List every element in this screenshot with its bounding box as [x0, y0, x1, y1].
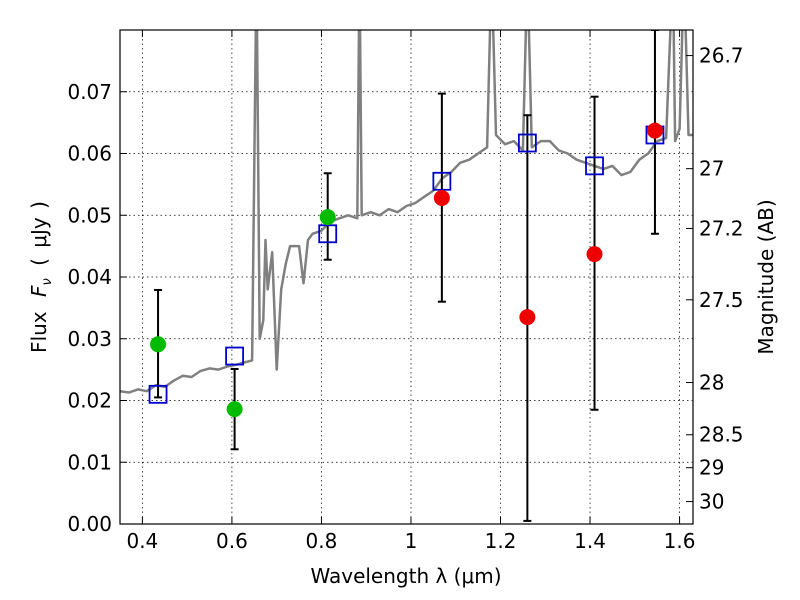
plot-marks: [120, 30, 693, 522]
x-tick-label: 1.6: [664, 529, 696, 553]
observed-infrared-point: [586, 246, 603, 263]
x-axis-label: Wavelength λ (μm): [310, 564, 501, 588]
y-axis-symbol: F: [27, 285, 51, 297]
y-tick-label: 0.05: [67, 203, 112, 227]
y-tick-label: 0.00: [67, 512, 112, 536]
model-photometry-square: [318, 224, 338, 244]
model-photometry-square: [225, 346, 245, 366]
mag-tick-label: 28: [699, 371, 724, 395]
y-axis-subscript: ν: [40, 278, 55, 285]
y-axis-label: Flux Fν ( μJy ): [27, 201, 56, 353]
mag-tick-label: 29: [699, 456, 724, 480]
y-axis-label-unit: μJy: [27, 217, 51, 248]
mag-tick-label: 27: [699, 157, 724, 181]
x-tick-label: 0.8: [306, 529, 338, 553]
observed-infrared-point: [519, 309, 536, 326]
y-tick-label: 0.02: [67, 389, 112, 413]
y-tick-label: 0.07: [67, 80, 112, 104]
y-tick-label: 0.03: [67, 327, 112, 351]
model-photometry-square: [432, 171, 452, 191]
mag-tick-label: 27.2: [699, 216, 744, 240]
y-axis-label-prefix: Flux: [27, 311, 51, 353]
observed-infrared-point: [433, 189, 450, 206]
y-tick-label: 0.04: [67, 265, 112, 289]
model-photometry-square: [585, 156, 604, 176]
observed-infrared-point: [646, 122, 663, 139]
axis-ticks: 0.4 0.6 0.8 1 1.2 1.4 1.6 0.00 0.01 0.02 0.03 0.04 0…: [67, 30, 744, 553]
mag-tick-label: 30: [699, 490, 724, 514]
model-photometry-square: [517, 133, 537, 153]
observed-optical-point: [150, 336, 167, 353]
x-tick-label: 1.2: [485, 529, 517, 553]
observed-optical-point: [319, 209, 336, 226]
x-tick-label: 0.6: [216, 529, 248, 553]
observed-optical-point: [226, 401, 243, 418]
x-tick-label: 1.4: [574, 529, 606, 553]
x-tick-label: 1: [405, 529, 418, 553]
y-tick-label: 0.01: [67, 450, 112, 474]
y-tick-label: 0.06: [67, 142, 112, 166]
mag-tick-label: 26.7: [699, 44, 744, 68]
svg-text:Flux Fν ( μJ: Flux Fν ( μJy ): [27, 201, 56, 353]
y2-axis-label: Magnitude (AB): [754, 199, 778, 354]
mag-tick-label: 28.5: [699, 423, 744, 447]
model-photometry-square: [148, 384, 168, 404]
mag-tick-label: 27.5: [699, 288, 744, 312]
x-tick-label: 0.4: [126, 529, 158, 553]
